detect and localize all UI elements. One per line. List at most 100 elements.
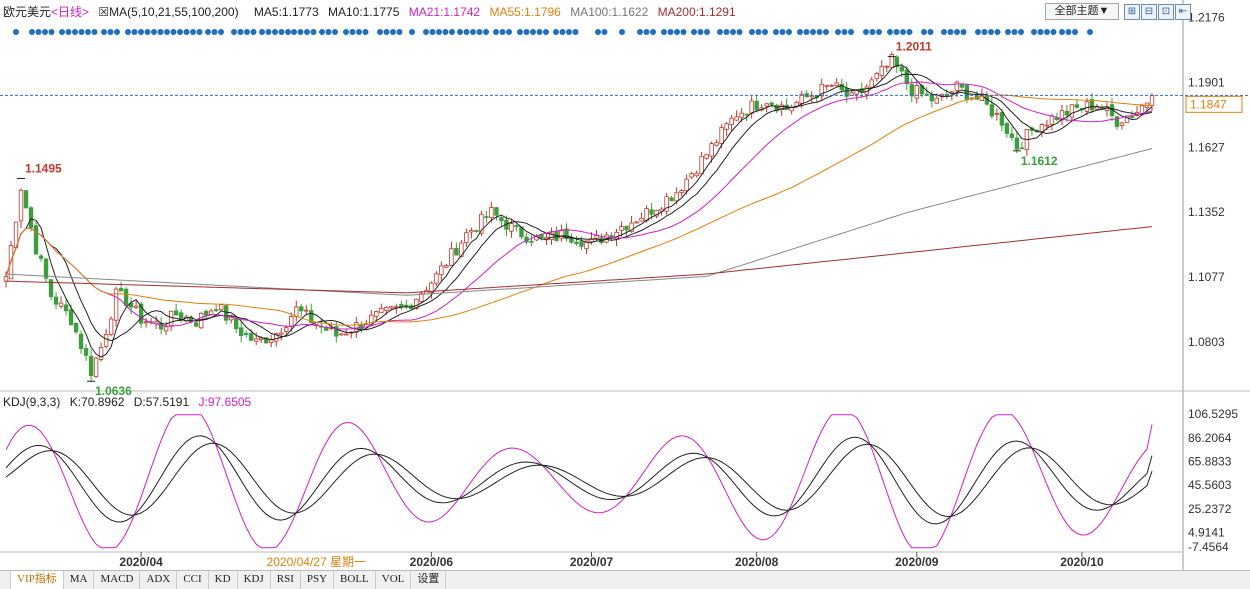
candle-body bbox=[449, 248, 454, 266]
candle-body bbox=[769, 102, 774, 105]
ma10-value: MA10:1.1775 bbox=[327, 5, 400, 19]
current-price-tag bbox=[1185, 95, 1243, 113]
signal-dot bbox=[442, 29, 449, 35]
signal-dot bbox=[637, 29, 643, 35]
grid-icon[interactable]: ⊡ bbox=[1158, 4, 1174, 20]
candle-body bbox=[23, 190, 29, 209]
candle-body bbox=[1064, 110, 1070, 116]
candle-body bbox=[634, 221, 639, 224]
candle-body bbox=[954, 81, 960, 92]
candle-body bbox=[474, 230, 479, 232]
signal-dot bbox=[250, 29, 257, 35]
candle-body bbox=[899, 66, 904, 72]
signal-dot bbox=[835, 29, 841, 35]
candle-body bbox=[133, 305, 139, 309]
candle-body bbox=[959, 83, 965, 88]
candle-body bbox=[178, 312, 184, 321]
signal-dot bbox=[506, 29, 512, 35]
candle-body bbox=[73, 322, 79, 333]
candle-body bbox=[384, 306, 389, 311]
candle-body bbox=[639, 217, 644, 222]
candle-body bbox=[1084, 101, 1090, 112]
cursor-date-label: 2020/04/27 星期一 bbox=[267, 555, 366, 569]
signal-dot bbox=[304, 29, 310, 35]
grid-plus-icon[interactable]: ⊞ bbox=[1124, 4, 1140, 20]
tab-settings[interactable]: 设置 bbox=[411, 571, 447, 589]
signal-dot bbox=[1005, 29, 1011, 35]
tab-kd[interactable]: KD bbox=[209, 571, 238, 589]
candle-body bbox=[514, 225, 519, 227]
candle-body bbox=[979, 94, 985, 102]
tab-macd[interactable]: MACD bbox=[94, 571, 141, 589]
signal-dot bbox=[377, 29, 383, 35]
signal-dot bbox=[1011, 29, 1018, 35]
candle-body bbox=[494, 207, 499, 216]
candle-body bbox=[244, 333, 249, 335]
candle-body bbox=[18, 189, 24, 222]
period-label[interactable]: <日线> bbox=[51, 5, 90, 19]
expand-icon[interactable]: ⇤ bbox=[1175, 4, 1191, 20]
candle-body bbox=[88, 356, 94, 377]
tab-scroll-left[interactable] bbox=[0, 571, 11, 589]
extreme-label: 1.2011 bbox=[896, 40, 932, 54]
kdj-axis-tick: 106.5295 bbox=[1188, 407, 1238, 421]
signal-dot bbox=[1087, 29, 1093, 35]
tab-boll[interactable]: BOLL bbox=[334, 571, 376, 589]
signal-dot bbox=[493, 29, 499, 35]
candle-body bbox=[419, 293, 424, 302]
x-axis-tick: 2020/09 bbox=[895, 555, 939, 569]
ma100-value: MA100:1.1622 bbox=[570, 5, 649, 19]
candle-body bbox=[629, 222, 634, 232]
signal-dot bbox=[423, 29, 429, 35]
candle-body bbox=[399, 304, 404, 308]
grid-minus-icon[interactable]: ⊟ bbox=[1141, 4, 1157, 20]
candle-body bbox=[764, 103, 769, 107]
ma21-line bbox=[5, 81, 1153, 330]
signal-dot bbox=[48, 29, 55, 35]
tab-rsi[interactable]: RSI bbox=[271, 571, 301, 589]
signal-dot bbox=[762, 29, 768, 35]
candle-body bbox=[499, 217, 504, 222]
tab-cci[interactable]: CCI bbox=[177, 571, 209, 589]
candle-body bbox=[163, 326, 169, 332]
candle-body bbox=[168, 310, 174, 327]
candle-body bbox=[829, 84, 834, 87]
tab-vol[interactable]: VOL bbox=[376, 571, 412, 589]
signal-dot bbox=[265, 29, 272, 35]
tab-adx[interactable]: ADX bbox=[140, 571, 178, 589]
candle-body bbox=[589, 238, 594, 243]
candle-body bbox=[404, 304, 409, 307]
tab-ma[interactable]: MA bbox=[64, 571, 95, 589]
signal-dot bbox=[691, 29, 697, 35]
tab-kdj[interactable]: KDJ bbox=[238, 571, 271, 589]
kdj-axis-tick: 65.8833 bbox=[1188, 454, 1232, 468]
signal-dot bbox=[900, 29, 906, 35]
tab-vip[interactable]: VIP指标 bbox=[11, 571, 64, 589]
candle-body bbox=[299, 306, 304, 312]
ma-params-text: MA(5,10,21,55,100,200) bbox=[109, 5, 239, 19]
candle-body bbox=[1114, 116, 1120, 127]
ma21-value: MA21:1.1742 bbox=[408, 5, 481, 19]
candle-body bbox=[749, 100, 754, 114]
signal-dot bbox=[730, 29, 736, 35]
signal-dot bbox=[13, 29, 19, 35]
candle-body bbox=[839, 83, 844, 91]
candle-body bbox=[1094, 105, 1100, 110]
kdj-label: KDJ(9,3,3) bbox=[3, 395, 61, 409]
candle-body bbox=[234, 318, 239, 330]
candle-body bbox=[93, 357, 99, 377]
candle-body bbox=[754, 100, 759, 111]
signal-dot bbox=[85, 29, 91, 35]
signal-dot bbox=[114, 29, 120, 35]
signal-dot bbox=[319, 29, 325, 35]
candle-body bbox=[469, 230, 474, 233]
extreme-label: 1.1612 bbox=[1021, 154, 1058, 168]
candle-body bbox=[374, 311, 379, 317]
tab-psy[interactable]: PSY bbox=[301, 571, 335, 589]
signal-dot bbox=[1050, 29, 1057, 35]
x-axis-tick: 2020/07 bbox=[570, 555, 614, 569]
price-axis-tick: 1.0803 bbox=[1188, 335, 1225, 349]
theme-select[interactable]: 全部主题▼ bbox=[1045, 3, 1119, 20]
candle-body bbox=[889, 54, 894, 68]
